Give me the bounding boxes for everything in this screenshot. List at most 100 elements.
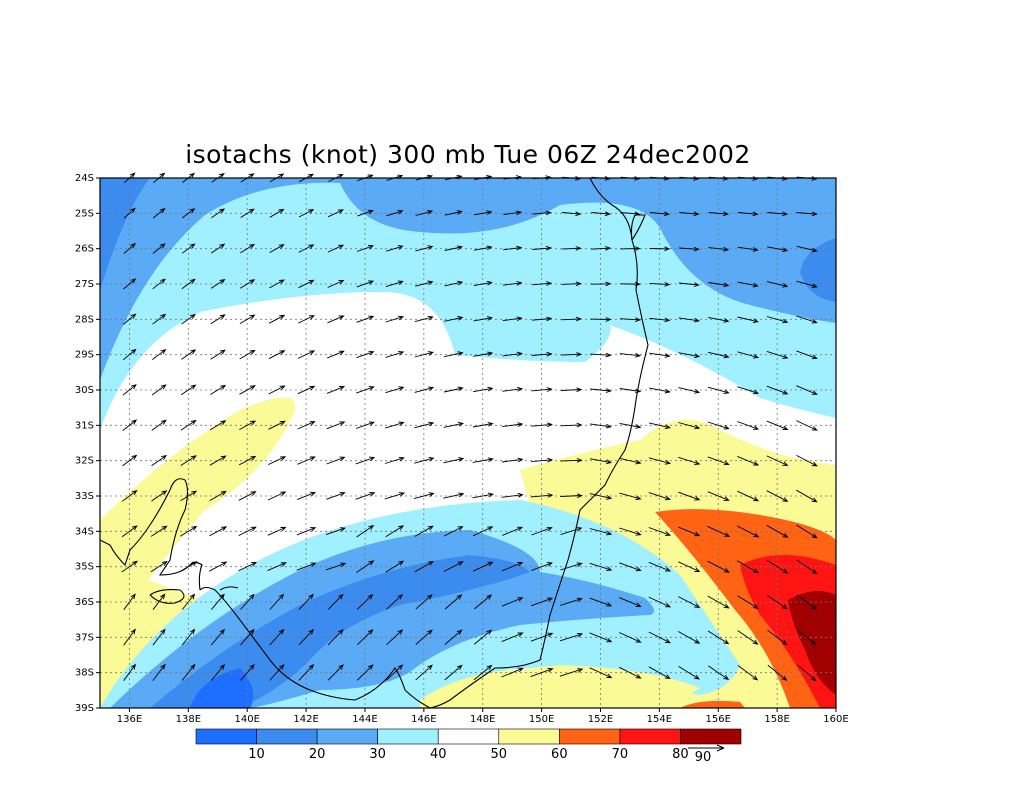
wind-arrow: [707, 421, 730, 430]
wind-arrow: [473, 245, 493, 251]
wind-arrow: [591, 211, 611, 217]
wind-arrow: [385, 525, 405, 538]
wind-arrow: [472, 561, 494, 572]
wind-arrow: [561, 246, 582, 251]
wind-arrow: [678, 456, 701, 465]
wind-arrow: [239, 279, 256, 289]
wind-arrow: [210, 349, 226, 360]
wind-arrow: [414, 315, 434, 323]
wind-arrow: [589, 632, 613, 643]
wind-arrow: [239, 349, 256, 360]
colorbar-swatch: [195, 728, 257, 745]
wind-arrow: [737, 246, 759, 252]
wind-arrow: [122, 384, 137, 396]
wind-arrow: [444, 210, 463, 216]
wind-arrow: [151, 384, 167, 396]
wind-arrow: [708, 665, 730, 681]
wind-arrow: [767, 246, 789, 253]
wind-arrow: [356, 315, 375, 323]
wind-arrow: [327, 628, 344, 646]
wind-arrow: [181, 243, 196, 254]
wind-arrow: [210, 663, 226, 681]
wind-arrow: [268, 314, 286, 324]
wind-arrow: [560, 493, 583, 499]
lon-label: 144E: [352, 714, 377, 725]
isotach-fill-layer: [100, 178, 836, 708]
wind-arrow: [707, 630, 730, 645]
wind-arrow: [561, 281, 582, 287]
wind-arrow: [708, 211, 730, 217]
wind-arrow: [531, 526, 553, 536]
colorbar-label: 70: [612, 747, 629, 762]
wind-arrow: [356, 280, 375, 288]
wind-arrow: [708, 282, 730, 288]
wind-arrow: [737, 351, 759, 359]
wind-arrow: [530, 667, 554, 678]
wind-arrow: [123, 663, 136, 681]
wind-arrow: [619, 666, 642, 679]
wind-arrow: [531, 351, 553, 357]
wind-arrow: [796, 489, 818, 503]
wind-arrow: [737, 281, 759, 288]
wind-arrow: [181, 663, 196, 681]
band-0-10: [190, 668, 254, 708]
wind-arrow: [619, 527, 642, 536]
wind-arrow: [560, 527, 583, 536]
wind-arrow: [561, 352, 583, 357]
wind-arrow: [240, 243, 255, 254]
wind-arrow: [796, 454, 818, 467]
wind-arrow: [415, 629, 433, 645]
colorbar-swatch: [619, 728, 681, 745]
wind-arrow: [326, 491, 346, 500]
wind-arrow: [210, 628, 225, 646]
wind-arrow: [649, 387, 671, 394]
wind-arrow: [297, 491, 317, 501]
band-10-20-ne: [800, 238, 836, 302]
wind-arrow: [209, 490, 227, 501]
wind-arrow: [648, 492, 672, 501]
wind-arrow: [298, 244, 315, 253]
colorbar-swatch: [498, 728, 560, 745]
wind-arrow: [298, 664, 315, 681]
wind-arrow: [181, 593, 196, 610]
lat-label: 38S: [75, 668, 94, 679]
colorbar-swatch: [316, 728, 378, 745]
wind-arrow: [123, 593, 136, 610]
lat-label: 30S: [75, 385, 94, 396]
wind-arrow: [356, 629, 374, 646]
lat-label: 31S: [75, 420, 94, 431]
colorbar-swatch: [680, 728, 742, 745]
colorbar-swatch: [377, 728, 439, 745]
wind-arrow: [678, 352, 701, 359]
wind-arrow: [708, 246, 730, 252]
wind-arrow: [298, 209, 315, 218]
wind-arrow: [619, 492, 642, 500]
wind-arrow: [325, 527, 346, 536]
wind-arrow: [589, 562, 613, 571]
wind-arrow: [502, 422, 524, 428]
wind-arrow: [560, 387, 583, 393]
wind-arrow: [444, 316, 464, 322]
lat-label: 35S: [75, 562, 94, 573]
wind-arrow: [211, 208, 226, 219]
wind-arrow: [766, 594, 788, 610]
wind-arrow: [531, 387, 553, 392]
wind-arrow: [151, 419, 167, 431]
lat-label: 24S: [75, 173, 94, 184]
wind-arrow: [796, 594, 818, 610]
wind-arrow: [269, 593, 285, 610]
wind-arrow: [152, 243, 166, 254]
wind-arrow: [269, 279, 285, 289]
plot-frame: [99, 177, 837, 709]
colorbar-label: 10: [248, 747, 265, 762]
wind-arrow: [327, 209, 344, 218]
wind-arrow: [619, 632, 642, 643]
lon-label: 152E: [588, 714, 613, 725]
wind-arrow: [796, 385, 818, 395]
wind-arrow: [326, 456, 346, 465]
wind-arrow: [796, 315, 818, 324]
wind-arrow: [707, 456, 730, 466]
wind-arrow: [532, 281, 553, 286]
wind-arrow: [414, 560, 435, 573]
wind-arrow: [414, 421, 435, 429]
